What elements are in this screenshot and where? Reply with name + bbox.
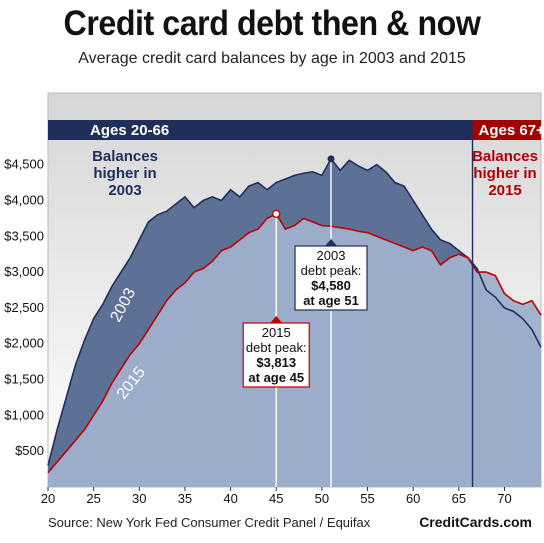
x-tick-label: 25 <box>86 491 100 506</box>
y-tick-label: $4,000 <box>4 192 44 207</box>
x-tick-label: 35 <box>178 491 192 506</box>
peak-2015-arrow <box>270 316 283 323</box>
band-label-left: Ages 20-66 <box>90 122 169 139</box>
brand-logo: CreditCards.com <box>419 514 532 530</box>
age-band: Ages 20-66 Ages 67+ <box>48 120 544 140</box>
peak-2003-arrow <box>325 239 338 246</box>
y-tick-label: $4,500 <box>4 157 44 172</box>
x-tick-label: 70 <box>497 491 511 506</box>
note-2003-higher: Balances <box>92 148 158 165</box>
y-tick-label: $500 <box>15 443 44 458</box>
y-tick-label: $1,500 <box>4 372 44 387</box>
band-ages-20-66 <box>48 120 473 140</box>
peak-2003-marker <box>327 155 335 163</box>
y-tick-label: $2,500 <box>4 300 44 315</box>
x-tick-label: 55 <box>360 491 374 506</box>
peak-2003-text: debt peak: <box>301 263 362 278</box>
y-tick-label: $2,000 <box>4 336 44 351</box>
note-2015-higher: higher in <box>473 165 536 182</box>
peak-2015-text: $3,813 <box>256 355 296 370</box>
x-tick-label: 20 <box>41 491 55 506</box>
y-axis: $500 $1,000 $1,500 $2,000 $2,500 $3,000 $3,500… <box>4 157 44 459</box>
x-tick-label: 50 <box>315 491 329 506</box>
peak-2015-text: debt peak: <box>246 340 307 355</box>
y-tick-label: $3,000 <box>4 264 44 279</box>
peak-2015-text: at age 45 <box>248 370 304 385</box>
note-2015-higher: Balances <box>472 148 538 165</box>
x-tick-label: 30 <box>132 491 146 506</box>
peak-2015-marker <box>272 209 281 219</box>
x-tick-label: 65 <box>452 491 466 506</box>
peak-2015-box <box>242 322 310 388</box>
source-note: Source: New York Fed Consumer Credit Pan… <box>48 515 371 530</box>
band-ages-67-plus <box>472 120 541 140</box>
note-2003-higher: higher in <box>93 165 156 182</box>
peak-2015-text: 2015 <box>262 325 291 340</box>
peak-2003-text: $4,580 <box>311 278 351 293</box>
x-tick-label: 45 <box>269 491 283 506</box>
note-2015-higher: 2015 <box>488 182 521 199</box>
band-label-right: Ages 67+ <box>479 122 544 139</box>
peak-2003-box <box>294 245 368 311</box>
line-2015 <box>47 212 542 474</box>
x-tick-label: 40 <box>223 491 237 506</box>
note-2003-higher: 2003 <box>108 182 141 199</box>
line-2003 <box>47 157 542 466</box>
x-axis: 20 25 30 35 40 45 50 55 60 65 70 <box>41 487 512 506</box>
y-tick-label: $3,500 <box>4 228 44 243</box>
y-tick-label: $1,000 <box>4 407 44 422</box>
peak-2003-text: at age 51 <box>303 293 359 308</box>
series-lines <box>47 157 542 474</box>
peak-2003-text: 2003 <box>317 248 346 263</box>
x-tick-label: 60 <box>406 491 420 506</box>
chart-subtitle: Average credit card balances by age in 2… <box>78 50 466 67</box>
chart-title: Credit card debt then & now <box>63 4 481 43</box>
